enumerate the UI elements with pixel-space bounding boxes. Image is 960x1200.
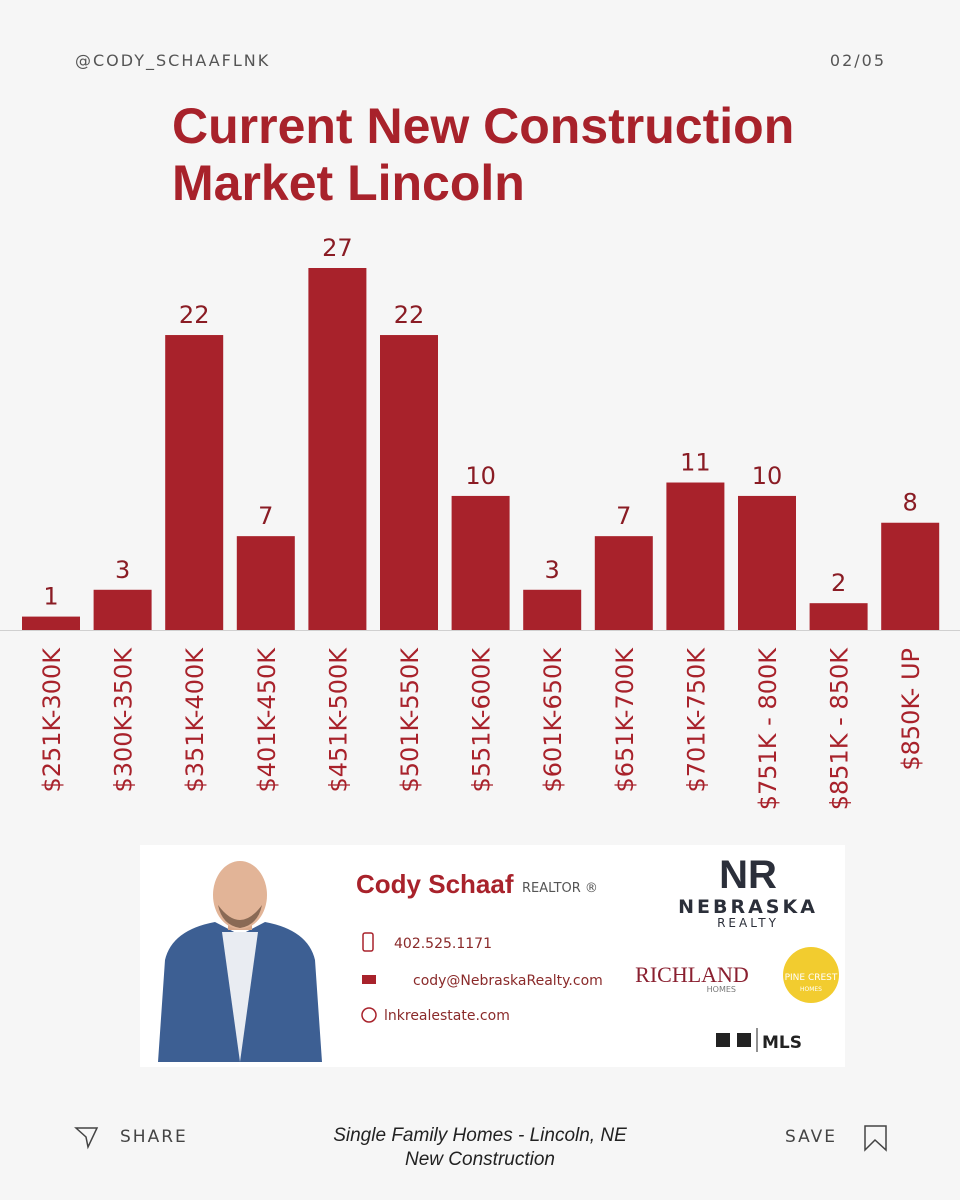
bar [594,536,653,630]
value-label: 11 [680,449,711,477]
value-label: 2 [831,569,846,597]
bar [22,616,80,630]
value-label: 22 [394,301,425,329]
x-tick-label: $401K-450K [253,647,281,793]
logo-pinecrest-sub: HOMES [800,986,822,993]
x-tick-label: $300K-350K [110,647,138,793]
x-tick-label: $701K-750K [682,647,710,793]
page-number: 02/05 [830,51,886,70]
website: lnkrealestate.com [384,1008,510,1024]
email: cody@NebraskaRealty.com [413,973,603,989]
chart: 1 $251K-300K 3 $300K-350K 22 $351K-400K 7 $401K… [0,234,960,810]
bar [738,495,796,630]
logo-pinecrest: PINE CREST [785,973,838,983]
logo-nr: NR [719,853,777,897]
x-tick-label: $850K- UP [897,648,925,771]
logo-nebraska: NEBRASKA [678,896,818,918]
value-label: 22 [179,301,210,329]
bar [93,589,152,630]
value-label: 3 [545,556,560,584]
x-tick-label: $551K-600K [468,647,496,793]
value-label: 27 [322,234,353,262]
x-tick-label: $851K - 850K [826,647,854,811]
caption: Single Family Homes - Lincoln, NE [333,1125,627,1146]
agent-role: REALTOR ® [522,881,598,896]
x-tick-label: $751K - 800K [754,647,782,811]
logo-mls: MLS [762,1033,802,1053]
value-label: 7 [258,502,273,530]
share-icon[interactable] [74,1127,99,1150]
value-label: 10 [465,462,496,490]
bar [809,603,868,630]
realtor-icon [737,1033,751,1047]
value-label: 7 [616,502,631,530]
value-label: 8 [903,489,918,517]
bar [236,536,295,630]
email-icon [362,975,376,984]
chart-title: Market Lincoln [172,155,525,211]
share-button[interactable]: SHARE [120,1127,188,1147]
logo-richland: RICHLAND [635,962,749,987]
value-label: 1 [43,583,58,611]
save-button[interactable]: SAVE [785,1127,837,1147]
x-tick-label: $651K-700K [611,647,639,793]
bar [881,522,940,630]
x-tick-label: $251K-300K [38,647,66,793]
bar [451,495,510,630]
value-label: 10 [752,462,783,490]
beard [218,905,262,928]
agent-name: Cody Schaaf [356,869,514,899]
contact-card: Cody Schaaf REALTOR ® 402.525.1171 cody@… [140,845,845,1067]
eho-icon [716,1033,730,1047]
pinecrest-badge [783,947,839,1003]
phone-icon [362,932,374,952]
phone: 402.525.1171 [394,936,492,952]
web-icon [361,1007,377,1023]
bar [308,268,367,630]
bar [523,589,582,630]
chart-title: Current New Construction [172,98,794,154]
head [213,861,267,929]
save-icon[interactable] [864,1125,887,1152]
logo-richland-sub: HOMES [707,985,736,994]
x-tick-label: $351K-400K [181,647,209,793]
bar [666,482,725,630]
x-tick-label: $451K-500K [324,647,352,793]
value-label: 3 [115,556,130,584]
handle: @CODY_SCHAAFLNK [75,51,270,71]
x-tick-label: $501K-550K [396,647,424,793]
shirt [222,932,258,1062]
bar [380,335,438,630]
portrait [158,861,322,1062]
bar [165,335,224,630]
caption: New Construction [405,1149,555,1170]
x-tick-label: $601K-650K [539,647,567,793]
logo-realty: REALTY [717,916,779,930]
